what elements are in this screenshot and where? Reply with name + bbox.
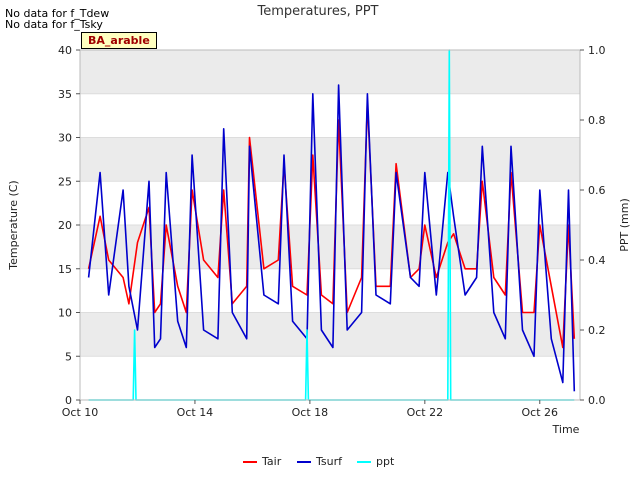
y-tick-label: 5 [65,350,72,363]
y2-tick-label: 0.0 [588,394,606,407]
series-line-ppt [88,49,575,401]
y-tick-label: 20 [58,219,72,232]
grid-band [80,137,580,182]
y-tick-label: 15 [58,263,72,276]
legend-label-tair: Tair [261,455,282,468]
y2-tick-label: 0.2 [588,324,606,337]
x-tick-label: Oct 18 [292,406,329,419]
y2-tick-label: 0.4 [588,254,606,267]
no-data-note-tsky: No data for f_Tsky [5,18,103,31]
legend-label-tsurf: Tsurf [315,455,343,468]
y-tick-label: 40 [58,44,72,57]
x-tick-label: Oct 14 [177,406,214,419]
chart-legend: Tair Tsurf ppt [243,455,395,468]
series-line-tsurf [87,84,576,392]
y-axis-label: Temperature (C) [7,180,20,270]
x-tick-label: Oct 26 [522,406,559,419]
x-axis-label: Time [552,423,580,436]
y2-tick-label: 1.0 [588,44,606,57]
grid-band [80,225,580,269]
y-tick-label: 30 [58,132,72,145]
y2-tick-label: 0.6 [588,184,606,197]
legend-label-ppt: ppt [376,455,395,468]
chart-title: Temperatures, PPT [256,4,378,19]
y-tick-label: 0 [65,394,72,407]
site-label: BA_arable [81,32,157,49]
y-tick-label: 25 [58,175,72,188]
grid-band [80,50,580,94]
y-tick-label: 10 [58,307,72,320]
y-tick-label: 35 [58,88,72,101]
y2-tick-label: 0.8 [588,114,606,127]
y2-axis-label: PPT (mm) [618,198,631,252]
x-tick-label: Oct 10 [62,406,99,419]
x-tick-label: Oct 22 [407,406,444,419]
no-data-note-tdew: No data for f_Tdew [5,7,110,20]
